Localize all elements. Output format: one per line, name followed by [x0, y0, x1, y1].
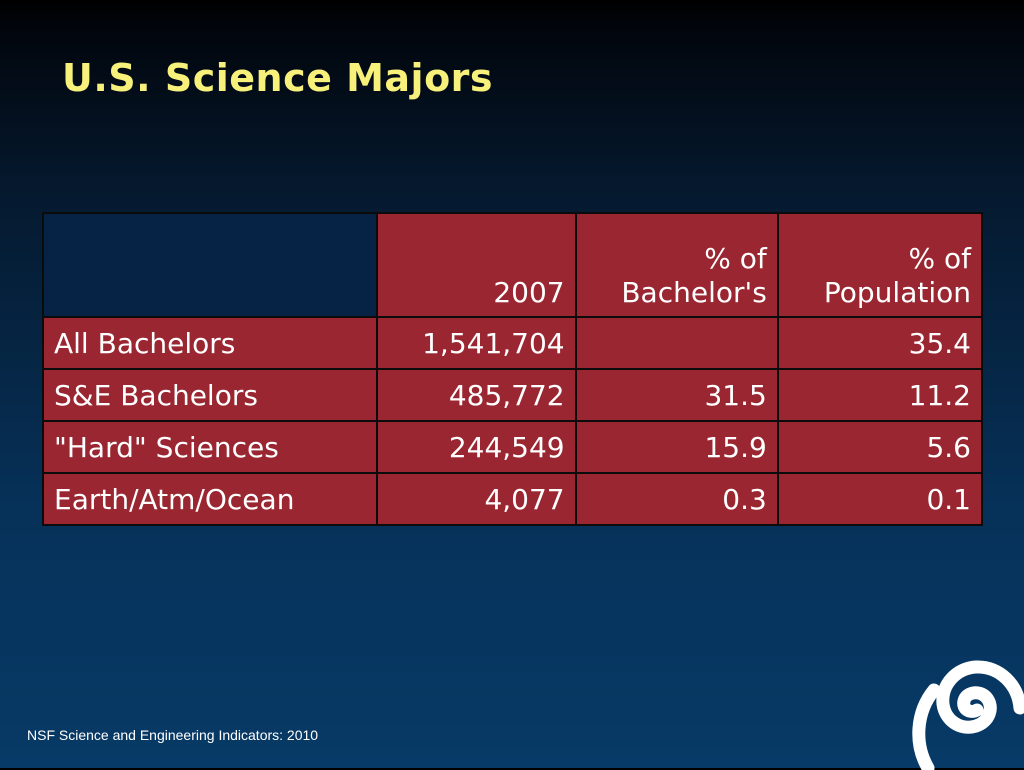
row-pct-bachelors: 31.5	[574, 368, 779, 422]
header-pct-population-line2: Population	[823, 276, 971, 309]
row-label: "Hard" Sciences	[42, 420, 378, 474]
header-pct-bachelors-line1: % of	[704, 242, 767, 275]
row-pct-bachelors: 0.3	[574, 472, 779, 526]
table-row: "Hard" Sciences 244,549 15.9 5.6	[42, 420, 984, 474]
row-label: S&E Bachelors	[42, 368, 378, 422]
header-year: 2007	[376, 212, 577, 318]
spiral-logo-stroke	[936, 660, 1024, 734]
table-row: Earth/Atm/Ocean 4,077 0.3 0.1	[42, 472, 984, 526]
spiral-logo-icon	[912, 660, 1024, 770]
row-pct-bachelors	[574, 316, 779, 370]
row-count: 244,549	[376, 420, 577, 474]
row-pct-population: 35.4	[776, 316, 984, 370]
row-label: Earth/Atm/Ocean	[42, 472, 378, 526]
row-count: 1,541,704	[376, 316, 577, 370]
table-row: S&E Bachelors 485,772 31.5 11.2	[42, 368, 984, 422]
header-pct-population: % of Population	[776, 212, 984, 318]
table-row: All Bachelors 1,541,704 35.4	[42, 316, 984, 370]
header-corner-cell	[42, 212, 378, 318]
row-pct-population: 5.6	[776, 420, 984, 474]
row-pct-population: 11.2	[776, 368, 984, 422]
row-label: All Bachelors	[42, 316, 378, 370]
spiral-logo-outer	[912, 683, 941, 770]
header-pct-bachelors-line2: Bachelor's	[621, 276, 767, 309]
row-pct-bachelors: 15.9	[574, 420, 779, 474]
header-year-label: 2007	[493, 276, 565, 309]
header-pct-bachelors: % of Bachelor's	[574, 212, 779, 318]
row-count: 485,772	[376, 368, 577, 422]
header-pct-population-line1: % of	[908, 242, 972, 275]
data-table: 2007 % of Bachelor's % of Population All…	[42, 212, 984, 526]
footer-source: NSF Science and Engineering Indicators: …	[27, 727, 319, 743]
row-count: 4,077	[376, 472, 577, 526]
table-header-row: 2007 % of Bachelor's % of Population	[42, 212, 984, 318]
row-pct-population: 0.1	[776, 472, 984, 526]
slide-title: U.S. Science Majors	[62, 56, 494, 100]
